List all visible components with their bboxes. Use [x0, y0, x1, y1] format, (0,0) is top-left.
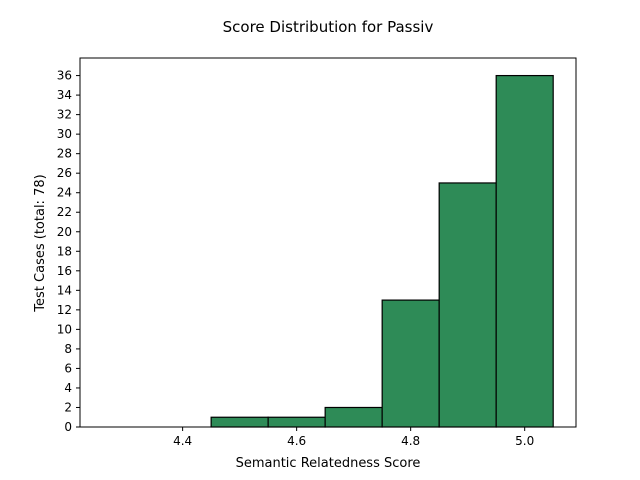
- x-axis-label: Semantic Relatedness Score: [236, 456, 421, 471]
- y-tick-label: 8: [64, 342, 72, 356]
- histogram-bar-4: [381, 299, 440, 428]
- y-tick-label: 22: [57, 205, 72, 219]
- y-tick-label: 10: [57, 322, 72, 336]
- y-tick-label: 20: [57, 225, 72, 239]
- histogram-bar-6: [495, 74, 554, 428]
- histogram-bar-2: [267, 416, 326, 428]
- x-tick-label: 4.8: [401, 434, 420, 448]
- histogram-bar-5: [438, 182, 497, 428]
- y-tick-label: 24: [57, 186, 72, 200]
- y-tick-label: 12: [57, 303, 72, 317]
- y-tick-label: 32: [57, 108, 72, 122]
- y-tick-label: 0: [64, 420, 72, 434]
- y-axis-label: Test Cases (total: 78): [33, 174, 48, 312]
- plot-frame: [79, 57, 577, 428]
- x-tick-label: 5.0: [515, 434, 534, 448]
- histogram-bar-1: [210, 416, 269, 428]
- histogram-bar-3: [324, 406, 383, 428]
- y-tick-label: 16: [57, 264, 72, 278]
- y-tick-label: 34: [57, 88, 72, 102]
- axes-layer: 4.4 4.6 4.8 5.00246810121416182022242628303…: [57, 57, 577, 448]
- x-tick-label: 4.6: [287, 434, 306, 448]
- y-tick-label: 36: [57, 69, 72, 83]
- y-tick-label: 30: [57, 127, 72, 141]
- y-tick-label: 28: [57, 147, 72, 161]
- bars-layer: [210, 74, 554, 428]
- y-tick-label: 14: [57, 283, 72, 297]
- y-tick-label: 26: [57, 166, 72, 180]
- x-tick-label: 4.4: [173, 434, 192, 448]
- y-tick-label: 2: [64, 400, 72, 414]
- y-tick-label: 18: [57, 244, 72, 258]
- y-tick-label: 6: [64, 361, 72, 375]
- chart-title: Score Distribution for Passiv: [223, 18, 434, 36]
- y-tick-label: 4: [64, 381, 72, 395]
